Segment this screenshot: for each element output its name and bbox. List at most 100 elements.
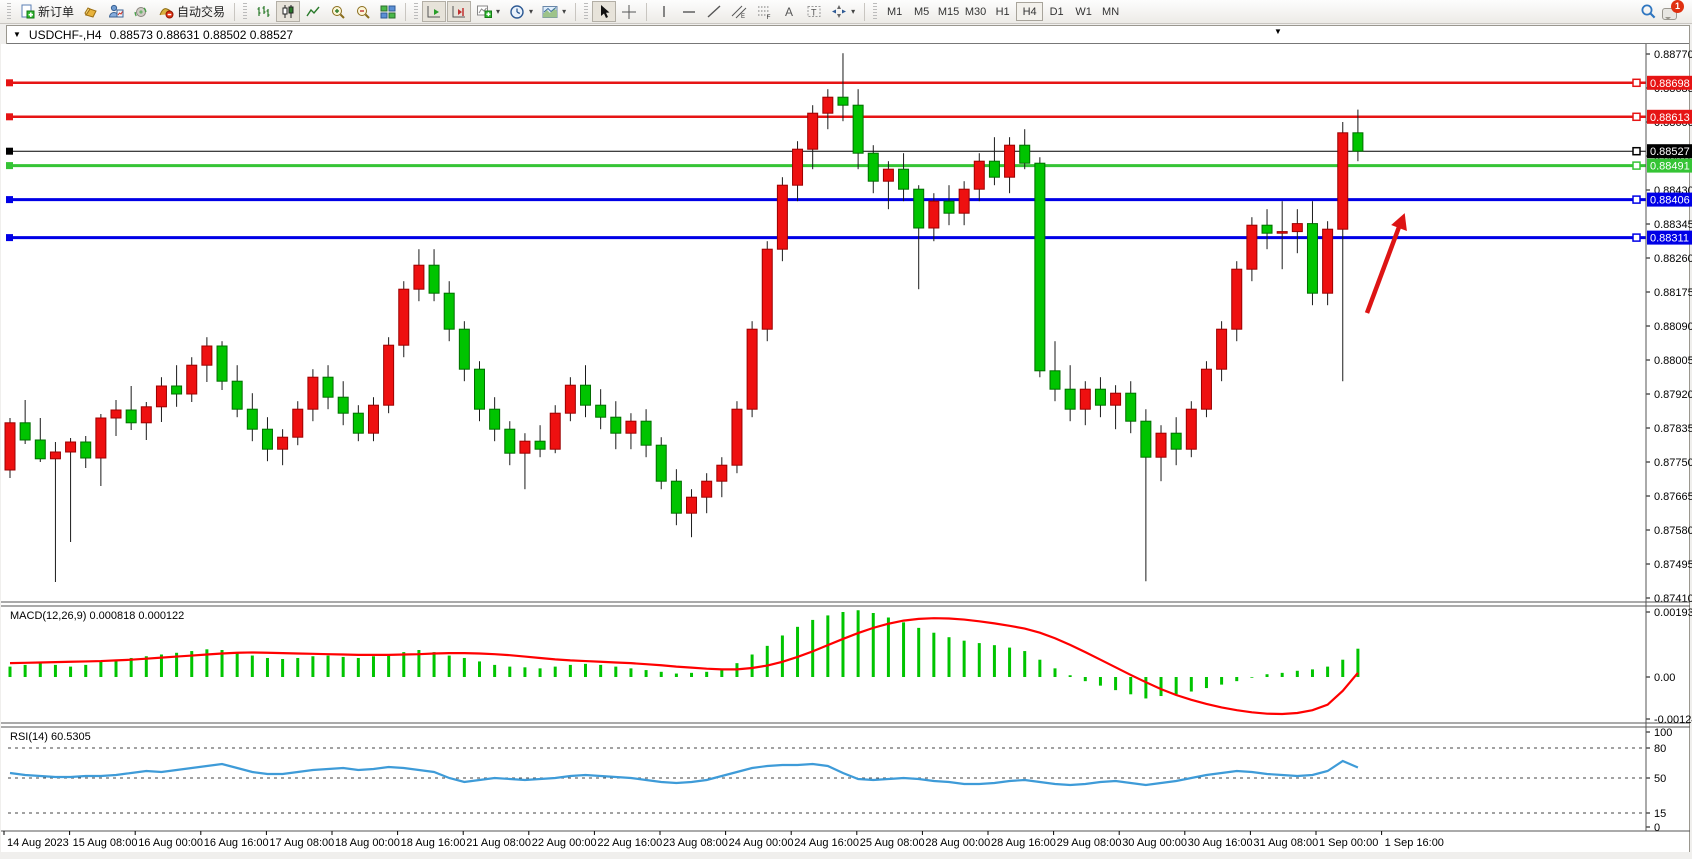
market-watch-button[interactable] bbox=[79, 1, 103, 22]
signal-button[interactable] bbox=[129, 1, 153, 22]
timeframe-h1-button[interactable]: H1 bbox=[989, 2, 1016, 21]
indicators-button[interactable]: ▾ bbox=[472, 1, 504, 22]
new-order-label: 新订单 bbox=[38, 5, 75, 19]
macd-signal-line bbox=[9, 617, 1359, 716]
gold-icon bbox=[83, 4, 99, 20]
zoom-in-button[interactable] bbox=[326, 1, 350, 22]
svg-text:16 Aug 00:00: 16 Aug 00:00 bbox=[138, 837, 203, 849]
svg-text:0: 0 bbox=[1654, 822, 1660, 834]
horizontal-line-button[interactable] bbox=[677, 1, 701, 22]
dropdown-arrow-icon: ▾ bbox=[851, 7, 856, 16]
zoom-out-button[interactable] bbox=[351, 1, 375, 22]
svg-text:0.88698: 0.88698 bbox=[1650, 78, 1690, 90]
svg-text:T: T bbox=[811, 8, 817, 18]
toolbar-grip[interactable] bbox=[584, 2, 589, 21]
macd-panel: MACD(12,26,9) 0.000818 0.000122 0.001934 0… bbox=[8, 607, 1692, 726]
timeframe-d1-button[interactable]: D1 bbox=[1043, 2, 1070, 21]
timeframe-w1-button[interactable]: W1 bbox=[1070, 2, 1097, 21]
chart-titlebar[interactable]: ▼ USDCHF-,H4 0.88573 0.88631 0.88502 0.8… bbox=[7, 26, 1689, 44]
dropdown-arrow-icon: ▾ bbox=[496, 7, 501, 16]
equidistant-channel-button[interactable]: E bbox=[727, 1, 751, 22]
text-icon: A bbox=[781, 4, 797, 20]
svg-text:1 Sep 00:00: 1 Sep 00:00 bbox=[1319, 837, 1378, 849]
svg-text:0.88345: 0.88345 bbox=[1654, 219, 1692, 231]
horizontal-lines[interactable] bbox=[6, 78, 1646, 242]
svg-text:E: E bbox=[741, 14, 745, 19]
svg-text:0.87920: 0.87920 bbox=[1654, 389, 1692, 401]
chart-shift-marker-icon[interactable]: ▼ bbox=[1274, 27, 1282, 36]
horizontal-line-icon bbox=[681, 4, 697, 20]
svg-text:24 Aug 16:00: 24 Aug 16:00 bbox=[794, 837, 859, 849]
toolbar-grip[interactable] bbox=[7, 2, 11, 21]
notifications-button[interactable]: 1 bbox=[1662, 0, 1684, 21]
svg-text:0.88311: 0.88311 bbox=[1650, 233, 1689, 245]
separator bbox=[405, 2, 407, 21]
crosshair-button[interactable] bbox=[617, 1, 641, 22]
periods-button[interactable]: ▾ bbox=[505, 1, 537, 22]
person-chart-icon bbox=[108, 4, 124, 20]
toolbar-grip[interactable] bbox=[873, 2, 878, 21]
svg-text:0.88175: 0.88175 bbox=[1654, 287, 1692, 299]
timeframe-m15-button[interactable]: M15 bbox=[935, 2, 962, 21]
timeframe-m30-button[interactable]: M30 bbox=[962, 2, 989, 21]
candlestick-chart-button[interactable] bbox=[276, 1, 301, 22]
trendline-icon bbox=[706, 4, 722, 20]
panel-separators[interactable] bbox=[1, 601, 1690, 832]
template-icon bbox=[542, 4, 558, 20]
svg-text:50: 50 bbox=[1654, 773, 1666, 785]
chart-shift-icon bbox=[451, 4, 467, 20]
cursor-button[interactable] bbox=[592, 1, 617, 22]
toolbar-grip[interactable] bbox=[414, 2, 419, 21]
svg-text:-0.001249: -0.001249 bbox=[1654, 714, 1692, 726]
timeframe-m5-button[interactable]: M5 bbox=[908, 2, 935, 21]
svg-text:0.88090: 0.88090 bbox=[1654, 321, 1692, 333]
svg-text:15 Aug 08:00: 15 Aug 08:00 bbox=[73, 837, 138, 849]
svg-text:22 Aug 00:00: 22 Aug 00:00 bbox=[532, 837, 597, 849]
svg-text:80: 80 bbox=[1654, 743, 1666, 755]
candles bbox=[4, 53, 1364, 582]
rsi-line bbox=[9, 759, 1359, 787]
tile-windows-button[interactable] bbox=[376, 1, 400, 22]
equidistant-channel-icon: E bbox=[731, 4, 747, 20]
time-axis[interactable]: 14 Aug 2023 15 Aug 08:00 16 Aug 00:00 16 Au… bbox=[3, 831, 1444, 849]
svg-text:0.87410: 0.87410 bbox=[1654, 593, 1692, 605]
text-button[interactable]: A bbox=[777, 1, 801, 22]
price-line-badges: 0.88698 0.88613 0.88527 0.88491 0.88406 0.883… bbox=[1647, 75, 1692, 245]
auto-trading-button[interactable]: 自动交易 bbox=[154, 1, 229, 22]
timeframe-h4-button[interactable]: H4 bbox=[1016, 2, 1044, 21]
line-chart-button[interactable] bbox=[301, 1, 325, 22]
vertical-line-button[interactable] bbox=[652, 1, 676, 22]
svg-text:18 Aug 16:00: 18 Aug 16:00 bbox=[401, 837, 466, 849]
svg-text:23 Aug 08:00: 23 Aug 08:00 bbox=[663, 837, 728, 849]
new-order-icon bbox=[19, 4, 35, 20]
dropdown-arrow-icon: ▾ bbox=[562, 7, 567, 16]
svg-text:30 Aug 00:00: 30 Aug 00:00 bbox=[1122, 837, 1187, 849]
rsi-panel: RSI(14) 60.5305 100 80 50 15 0 bbox=[8, 727, 1672, 834]
svg-text:18 Aug 00:00: 18 Aug 00:00 bbox=[335, 837, 400, 849]
data-window-button[interactable] bbox=[104, 1, 128, 22]
arrow-annotation[interactable] bbox=[1364, 213, 1407, 314]
rsi-label: RSI(14) 60.5305 bbox=[10, 731, 91, 743]
toolbar-grip[interactable] bbox=[243, 2, 248, 21]
arrows-button[interactable]: ▾ bbox=[827, 1, 859, 22]
search-icon[interactable] bbox=[1640, 4, 1656, 20]
chart-plot-area[interactable]: 0.887700.886850.886000.885150.884300.883… bbox=[0, 44, 1692, 854]
new-order-button[interactable]: 新订单 bbox=[15, 1, 78, 22]
timeframe-m1-button[interactable]: M1 bbox=[881, 2, 908, 21]
auto-scroll-button[interactable] bbox=[422, 1, 447, 22]
auto-scroll-icon bbox=[426, 4, 442, 20]
timeframe-mn-button[interactable]: MN bbox=[1097, 2, 1124, 21]
collapse-triangle-icon[interactable]: ▼ bbox=[13, 30, 21, 39]
clock-icon bbox=[509, 4, 525, 20]
signal-icon bbox=[133, 4, 149, 20]
fibonacci-button[interactable]: F bbox=[752, 1, 776, 22]
svg-text:22 Aug 16:00: 22 Aug 16:00 bbox=[597, 837, 662, 849]
text-label-button[interactable]: T bbox=[802, 1, 826, 22]
svg-text:31 Aug 08:00: 31 Aug 08:00 bbox=[1253, 837, 1318, 849]
chart-shift-button[interactable] bbox=[447, 1, 472, 22]
bar-chart-button[interactable] bbox=[251, 1, 275, 22]
zoom-in-icon bbox=[330, 4, 346, 20]
templates-button[interactable]: ▾ bbox=[538, 1, 570, 22]
svg-text:A: A bbox=[785, 5, 793, 19]
trendline-button[interactable] bbox=[702, 1, 726, 22]
